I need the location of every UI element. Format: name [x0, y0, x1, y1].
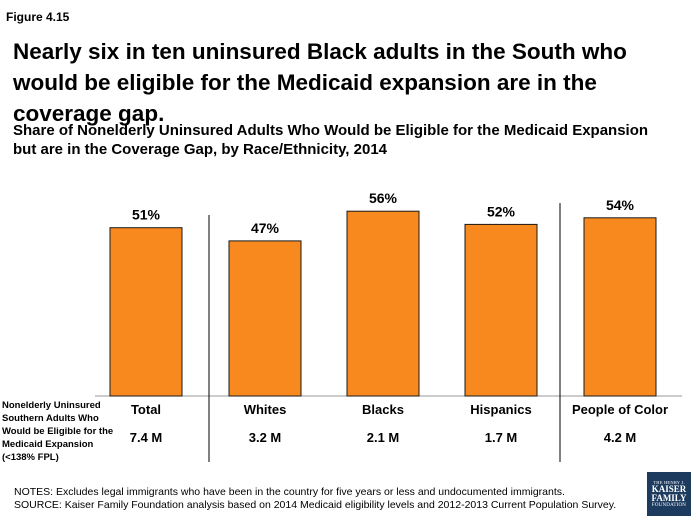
chart-title: Share of Nonelderly Uninsured Adults Who… [13, 121, 693, 159]
page-title: Nearly six in ten uninsured Black adults… [13, 39, 627, 126]
chart-title-line-1: Share of Nonelderly Uninsured Adults Who… [13, 122, 649, 139]
chart-title-line-2: but are in the Coverage Gap, by Race/Eth… [13, 141, 388, 158]
data-label: 52% [487, 203, 516, 219]
data-label: 56% [369, 190, 398, 206]
figure-label: Figure 4.15 [6, 10, 70, 24]
kff-logo: THE HENRY J. KAISER FAMILY FOUNDATION [647, 472, 691, 516]
notes: NOTES: Excludes legal immigrants who hav… [14, 486, 634, 512]
data-label: 54% [606, 197, 635, 213]
bar [109, 227, 183, 397]
logo-line-2: KAISER [651, 484, 687, 494]
row-label-line: (<138% FPL) [2, 452, 59, 463]
population-label: 7.4 M [130, 430, 163, 445]
category-label: People of Color [572, 402, 668, 417]
category-label: Total [131, 402, 161, 417]
data-label: 47% [251, 220, 280, 236]
logo-line-4: FOUNDATION [651, 503, 687, 508]
category-label: Hispanics [470, 402, 531, 417]
population-label: 4.2 M [604, 430, 637, 445]
category-label: Whites [244, 402, 287, 417]
bar [464, 223, 538, 397]
data-label: 51% [132, 207, 161, 223]
row-label-line: Medicaid Expansion [2, 439, 94, 450]
row-label-line: Would be Eligible for the [2, 426, 113, 437]
notes-line: NOTES: Excludes legal immigrants who hav… [14, 486, 565, 498]
population-label: 1.7 M [485, 430, 518, 445]
row-label-line: Southern Adults Who [2, 413, 99, 424]
category-label: Blacks [362, 402, 404, 417]
logo-line-1: THE HENRY J. [653, 480, 685, 485]
bar-chart: 51% Total 7.4 M 47% Whites 3.2 M 56% Blacks 2.1 … [2, 190, 682, 463]
bar [583, 217, 657, 397]
logo-line-3: FAMILY [651, 493, 687, 503]
source-line: SOURCE: Kaiser Family Foundation analysi… [14, 499, 617, 511]
row-label-line: Nonelderly Uninsured [2, 400, 101, 411]
bar [228, 240, 302, 397]
population-label: 3.2 M [249, 430, 282, 445]
population-label: 2.1 M [367, 430, 400, 445]
bar [346, 210, 420, 397]
